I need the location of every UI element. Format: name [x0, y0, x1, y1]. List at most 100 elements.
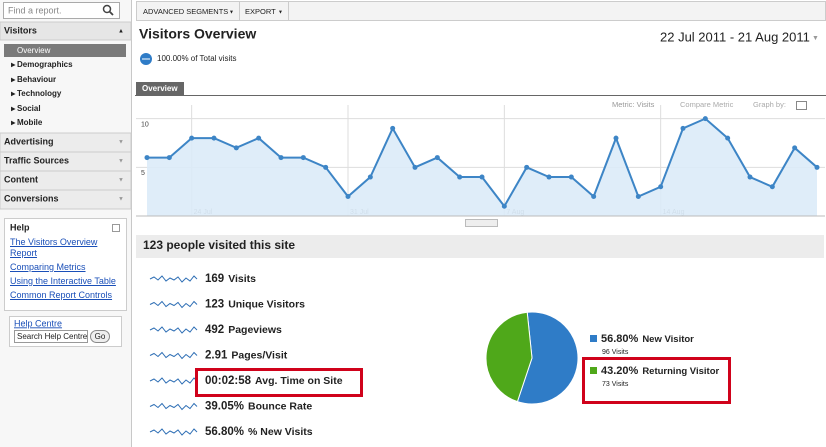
y-tick-label: 5: [141, 170, 145, 177]
nav-item[interactable]: Behaviour: [17, 75, 56, 84]
search-icon[interactable]: [102, 4, 112, 14]
metric-label[interactable]: Metric: Visits: [612, 100, 655, 109]
nav-items: ▶ Demographics ▶ Behaviour ▶ Technology …: [11, 60, 73, 127]
legend-label: Returning Visitor: [642, 366, 719, 377]
metric-label: Pageviews: [228, 324, 282, 336]
toolbar-button[interactable]: EXPORT: [245, 7, 276, 16]
help-link[interactable]: The Visitors Overview Report: [10, 237, 98, 258]
dropdown-arrow[interactable]: ▼: [812, 35, 819, 42]
nav-item[interactable]: Demographics: [17, 60, 73, 69]
point: [412, 164, 418, 170]
point: [390, 125, 396, 131]
point: [635, 194, 641, 200]
point: [323, 164, 329, 170]
legend-swatch: [590, 367, 597, 374]
point: [680, 125, 686, 131]
point: [613, 135, 619, 141]
sparkline: [149, 403, 198, 410]
pie-chart: 56.80% New Visitor 96 Visits 43.20% Returnin…: [485, 311, 720, 405]
expand-icon: ▼: [118, 178, 124, 184]
sparkline: [149, 301, 198, 308]
compare-metric[interactable]: Compare Metric: [680, 100, 734, 109]
nav-item[interactable]: Mobile: [17, 118, 43, 127]
point: [658, 184, 664, 190]
collapse-icon: ▲: [118, 29, 124, 35]
highlight-box: [582, 357, 731, 404]
sparkline: [149, 275, 198, 283]
point: [144, 155, 150, 161]
date-range[interactable]: 22 Jul 2011 - 21 Aug 2011: [660, 29, 810, 44]
page-title: Visitors Overview: [139, 26, 256, 42]
metric-label: Avg. Time on Site: [255, 375, 343, 387]
metric-label: Unique Visitors: [228, 298, 305, 310]
point: [501, 203, 507, 209]
metric: 123 Unique Visitors: [205, 298, 305, 310]
nav-section[interactable]: [0, 189, 132, 210]
metric: 2.91 Pages/Visit: [205, 349, 288, 361]
metric-value: 00:02:58: [205, 375, 252, 387]
go-button[interactable]: [90, 330, 110, 343]
nav-item[interactable]: Social: [17, 104, 41, 113]
point: [300, 155, 306, 161]
help-link[interactable]: Using the Interactive Table: [10, 276, 116, 286]
line-chart: 24 Jul31 Jul7 Aug14 Aug510: [136, 105, 825, 217]
point: [345, 194, 351, 200]
sparkline: [149, 377, 198, 385]
nav-section-label: Visitors: [4, 25, 37, 35]
legend-visits: 96 Visits: [602, 349, 629, 356]
bullet: ▶: [11, 107, 16, 113]
metric: 39.05% Bounce Rate: [205, 400, 312, 412]
search-box[interactable]: [3, 2, 120, 19]
point: [546, 174, 552, 180]
highlight-box: [195, 368, 363, 397]
help-centre-link[interactable]: Help Centre: [14, 318, 62, 328]
bullet: ▶: [11, 92, 16, 98]
nav-item[interactable]: Technology: [17, 89, 62, 98]
nav-section-label: Advertising: [4, 136, 54, 146]
dropdown-arrow: ▼: [278, 9, 283, 15]
help-title: Help: [10, 222, 30, 232]
point: [524, 164, 530, 170]
toolbar-button[interactable]: ADVANCED SEGMENTS: [143, 7, 228, 16]
help-link[interactable]: Common Report Controls: [10, 290, 113, 300]
pie-slice: [485, 311, 533, 403]
metric: 492 Pageviews: [205, 324, 282, 336]
sparkline: [149, 326, 198, 334]
expand-icon: ▼: [118, 197, 124, 203]
graph-by-icon[interactable]: [796, 101, 807, 110]
sparkline: [149, 428, 198, 436]
help-collapse[interactable]: [112, 224, 120, 232]
point: [256, 135, 262, 141]
legend-value: 43.20%: [601, 365, 639, 377]
point: [166, 155, 172, 161]
metric-label: Pages/Visit: [231, 349, 287, 361]
help-links: The Visitors Overview Report Comparing M…: [10, 237, 116, 300]
tab[interactable]: [136, 82, 184, 95]
metric-value: 39.05%: [205, 401, 244, 413]
help-search-input[interactable]: [14, 330, 88, 343]
point: [233, 145, 239, 151]
point: [568, 174, 574, 180]
point: [278, 155, 284, 161]
go-button-label: Go: [95, 332, 106, 341]
help-link[interactable]: Comparing Metrics: [10, 262, 86, 272]
nav-section-label: Conversions: [4, 193, 59, 203]
metric-value: 123: [205, 299, 224, 311]
graph-by[interactable]: Graph by:: [753, 100, 786, 109]
resize-handle[interactable]: [465, 219, 498, 227]
metric-label: % New Visits: [248, 426, 313, 438]
search-placeholder: Find a report.: [8, 5, 62, 15]
point: [792, 145, 798, 151]
nav-section[interactable]: [0, 21, 132, 41]
segment-label: 100.00% of Total visits: [157, 54, 236, 63]
nav-item[interactable]: Overview: [17, 46, 51, 55]
point: [814, 164, 820, 170]
expand-icon: ▼: [118, 159, 124, 165]
bullet: ▶: [11, 63, 16, 69]
legend-value: 56.80%: [601, 333, 639, 345]
metric-value: 492: [205, 324, 224, 336]
metric: 00:02:58 Avg. Time on Site: [205, 375, 343, 387]
nav-item-selected[interactable]: [4, 44, 126, 57]
legend-entry: 56.80% New Visitor: [601, 333, 694, 345]
